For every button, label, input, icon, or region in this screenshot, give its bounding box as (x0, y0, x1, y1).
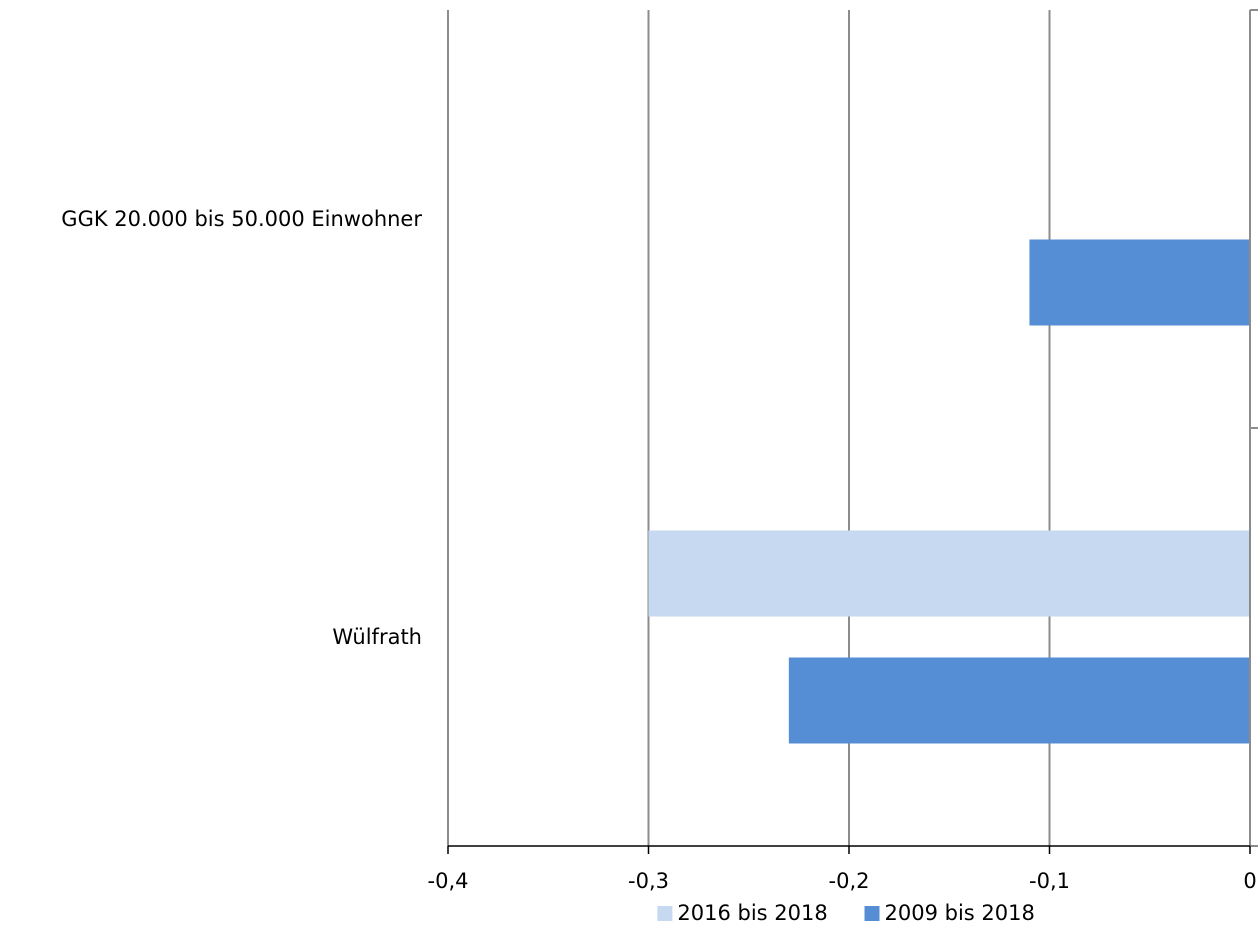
x-axis: -0,4 -0,3 -0,2 -0,1 0 (428, 9, 1258, 893)
bar (1029, 239, 1250, 326)
bars (648, 239, 1250, 744)
x-tick-label: -0,3 (628, 869, 669, 893)
x-tick-label: -0,4 (428, 869, 469, 893)
bar (788, 657, 1250, 744)
legend-label: 2009 bis 2018 (885, 901, 1035, 925)
category-label: GGK 20.000 bis 50.000 Einwohner (61, 207, 422, 231)
legend-label: 2016 bis 2018 (677, 901, 827, 925)
x-tick-label: 0 (1243, 869, 1256, 893)
category-labels: GGK 20.000 bis 50.000 Einwohner Wülfrath (61, 207, 422, 649)
legend: 2016 bis 2018 2009 bis 2018 (657, 901, 1035, 925)
x-tick-label: -0,1 (1029, 869, 1070, 893)
category-label: Wülfrath (332, 625, 422, 649)
x-tick-label: -0,2 (829, 869, 870, 893)
legend-swatch (657, 906, 673, 921)
legend-swatch (864, 906, 880, 921)
bar (648, 530, 1250, 617)
